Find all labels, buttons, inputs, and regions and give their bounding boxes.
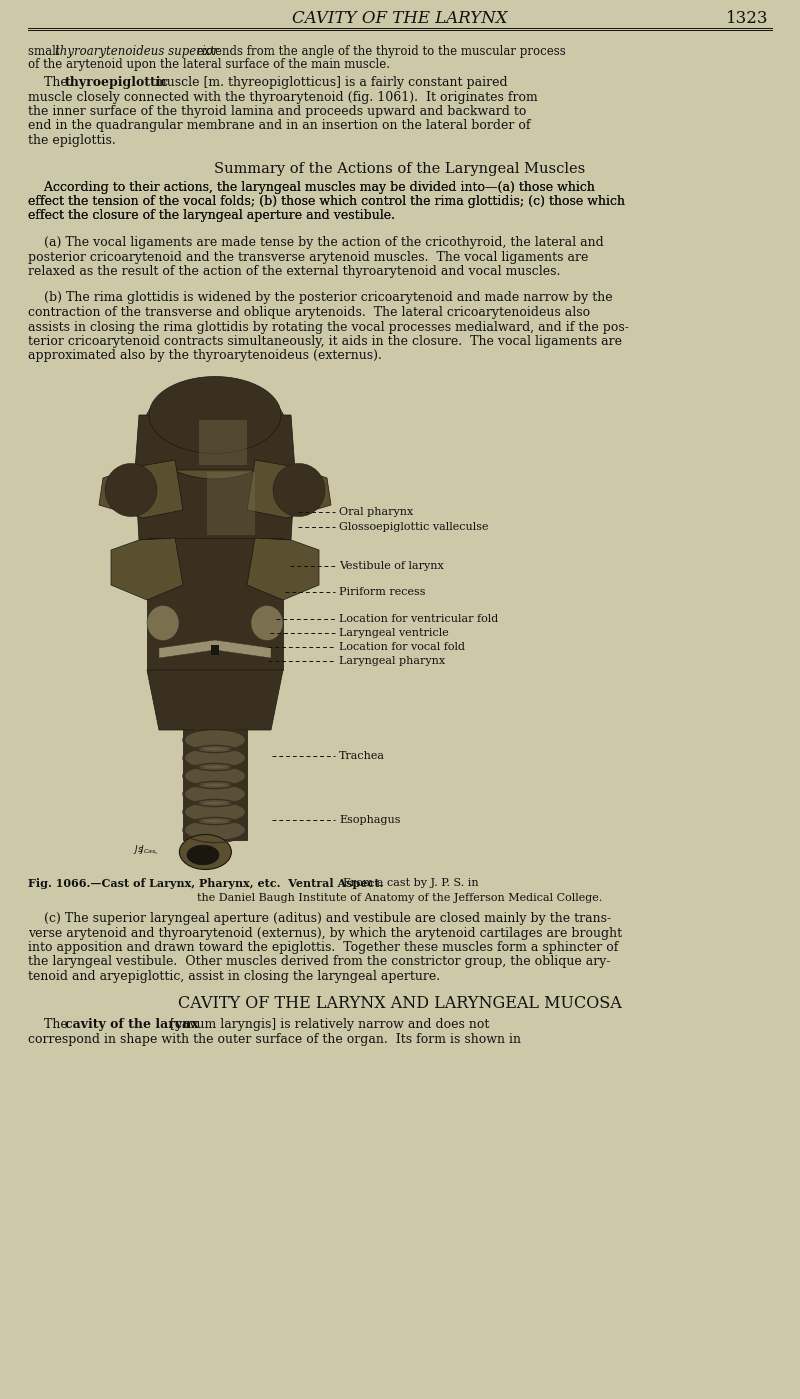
Text: CAVITY OF THE LARYNX: CAVITY OF THE LARYNX (292, 10, 508, 27)
Polygon shape (159, 639, 271, 658)
Text: the inner surface of the thyroid lamina and proceeds upward and backward to: the inner surface of the thyroid lamina … (28, 105, 526, 118)
Polygon shape (247, 460, 331, 518)
Text: of the arytenoid upon the lateral surface of the main muscle.: of the arytenoid upon the lateral surfac… (28, 57, 390, 71)
Text: (a) The vocal ligaments are made tense by the action of the cricothyroid, the la: (a) The vocal ligaments are made tense b… (28, 236, 604, 249)
Text: relaxed as the result of the action of the external thyroarytenoid and vocal mus: relaxed as the result of the action of t… (28, 264, 560, 278)
Text: Location for vocal fold: Location for vocal fold (339, 642, 465, 652)
Text: effect the tension of the vocal folds; (b) those which control the rima glottidi: effect the tension of the vocal folds; (… (28, 194, 625, 208)
Text: contraction of the transverse and oblique arytenoids.  The lateral cricoarytenoi: contraction of the transverse and obliqu… (28, 306, 590, 319)
Text: The: The (28, 76, 72, 90)
Polygon shape (147, 539, 283, 670)
Polygon shape (247, 539, 319, 600)
Text: cavity of the larynx: cavity of the larynx (65, 1018, 198, 1031)
Polygon shape (207, 471, 255, 534)
Polygon shape (135, 469, 295, 540)
Text: Summary of the Actions of the Laryngeal Muscles: Summary of the Actions of the Laryngeal … (214, 162, 586, 176)
Ellipse shape (143, 381, 287, 478)
Polygon shape (211, 645, 219, 655)
Ellipse shape (185, 748, 245, 768)
Text: thyroarytenoideus superior: thyroarytenoideus superior (55, 45, 218, 57)
Text: into apposition and drawn toward the epiglottis.  Together these muscles form a : into apposition and drawn toward the epi… (28, 942, 618, 954)
Text: Fig. 1066.—Cast of Larynx, Pharynx, etc.  Ventral Aspect.: Fig. 1066.—Cast of Larynx, Pharynx, etc.… (28, 879, 383, 888)
Text: Esophagus: Esophagus (339, 816, 401, 825)
Text: tenoid and aryepiglottic, assist in closing the laryngeal aperture.: tenoid and aryepiglottic, assist in clos… (28, 970, 440, 983)
Ellipse shape (147, 606, 179, 641)
Polygon shape (199, 420, 247, 464)
Text: Piriform recess: Piriform recess (339, 588, 426, 597)
Text: CAVITY OF THE LARYNX AND LARYNGEAL MUCOSA: CAVITY OF THE LARYNX AND LARYNGEAL MUCOS… (178, 995, 622, 1011)
Ellipse shape (179, 835, 231, 870)
Text: end in the quadrangular membrane and in an insertion on the lateral border of: end in the quadrangular membrane and in … (28, 119, 530, 133)
Polygon shape (183, 730, 247, 839)
Text: the Daniel Baugh Institute of Anatomy of the Jefferson Medical College.: the Daniel Baugh Institute of Anatomy of… (198, 893, 602, 902)
Text: According to their actions, the laryngeal muscles may be divided into—(a) those : According to their actions, the laryngea… (28, 180, 595, 193)
Text: effect the closure of the laryngeal aperture and vestibule.: effect the closure of the laryngeal aper… (28, 210, 395, 222)
Text: Laryngeal pharynx: Laryngeal pharynx (339, 656, 445, 666)
Ellipse shape (185, 820, 245, 839)
Ellipse shape (105, 463, 157, 516)
Text: Trachea: Trachea (339, 751, 385, 761)
Text: effect the tension of the vocal folds; (b) those which control the rima glottidi: effect the tension of the vocal folds; (… (28, 194, 625, 208)
Text: (c) The superior laryngeal aperture (aditus) and vestibule are closed mainly by : (c) The superior laryngeal aperture (adi… (28, 912, 611, 925)
Text: verse arytenoid and thyroarytenoid (externus), by which the arytenoid cartilages: verse arytenoid and thyroarytenoid (exte… (28, 926, 622, 940)
Ellipse shape (149, 376, 281, 453)
Text: correspond in shape with the outer surface of the organ.  Its form is shown in: correspond in shape with the outer surfa… (28, 1032, 521, 1045)
Polygon shape (111, 539, 183, 600)
Text: terior cricoarytenoid contracts simultaneously, it aids in the closure.  The voc: terior cricoarytenoid contracts simultan… (28, 334, 622, 348)
Text: Location for ventricular fold: Location for ventricular fold (339, 614, 498, 624)
Polygon shape (147, 670, 283, 730)
Text: muscle closely connected with the thyroarytenoid (fig. 1061).  It originates fro: muscle closely connected with the thyroa… (28, 91, 538, 104)
Text: According to their actions, the laryngeal muscles may be divided into—(a) those : According to their actions, the laryngea… (28, 180, 595, 193)
Ellipse shape (251, 606, 283, 641)
Text: From a cast by J. P. S. in: From a cast by J. P. S. in (336, 879, 478, 888)
Text: (b) The rima glottidis is widened by the posterior cricoarytenoid and made narro: (b) The rima glottidis is widened by the… (28, 291, 613, 305)
Ellipse shape (185, 802, 245, 821)
Text: $\mathit{Js\!J_{Cas_c}}$: $\mathit{Js\!J_{Cas_c}}$ (133, 844, 159, 856)
Text: approximated also by the thyroarytenoideus (externus).: approximated also by the thyroarytenoide… (28, 350, 382, 362)
Text: 1323: 1323 (726, 10, 768, 27)
Text: muscle [m. thyreopiglotticus] is a fairly constant paired: muscle [m. thyreopiglotticus] is a fairl… (151, 76, 508, 90)
Text: the laryngeal vestibule.  Other muscles derived from the constrictor group, the : the laryngeal vestibule. Other muscles d… (28, 956, 610, 968)
Text: effect the closure of the laryngeal aperture and vestibule.: effect the closure of the laryngeal aper… (28, 210, 395, 222)
Text: assists in closing the rima glottidis by rotating the vocal processes medialward: assists in closing the rima glottidis by… (28, 320, 629, 333)
Text: the epiglottis.: the epiglottis. (28, 134, 116, 147)
Ellipse shape (185, 730, 245, 750)
Text: Glossoepiglottic valleculse: Glossoepiglottic valleculse (339, 522, 489, 532)
Ellipse shape (187, 845, 219, 865)
Ellipse shape (185, 767, 245, 786)
Text: Oral pharynx: Oral pharynx (339, 506, 414, 518)
Ellipse shape (273, 463, 325, 516)
Ellipse shape (185, 785, 245, 804)
Polygon shape (135, 416, 295, 470)
Text: small: small (28, 45, 63, 57)
Polygon shape (99, 460, 183, 518)
Text: Laryngeal ventricle: Laryngeal ventricle (339, 628, 449, 638)
Text: Vestibule of larynx: Vestibule of larynx (339, 561, 444, 571)
Text: [cavum laryngis] is relatively narrow and does not: [cavum laryngis] is relatively narrow an… (166, 1018, 490, 1031)
Text: extends from the angle of the thyroid to the muscular process: extends from the angle of the thyroid to… (193, 45, 566, 57)
Text: thyroepiglottic: thyroepiglottic (65, 76, 169, 90)
Text: posterior cricoarytenoid and the transverse arytenoid muscles.  The vocal ligame: posterior cricoarytenoid and the transve… (28, 250, 588, 263)
Text: The: The (28, 1018, 72, 1031)
